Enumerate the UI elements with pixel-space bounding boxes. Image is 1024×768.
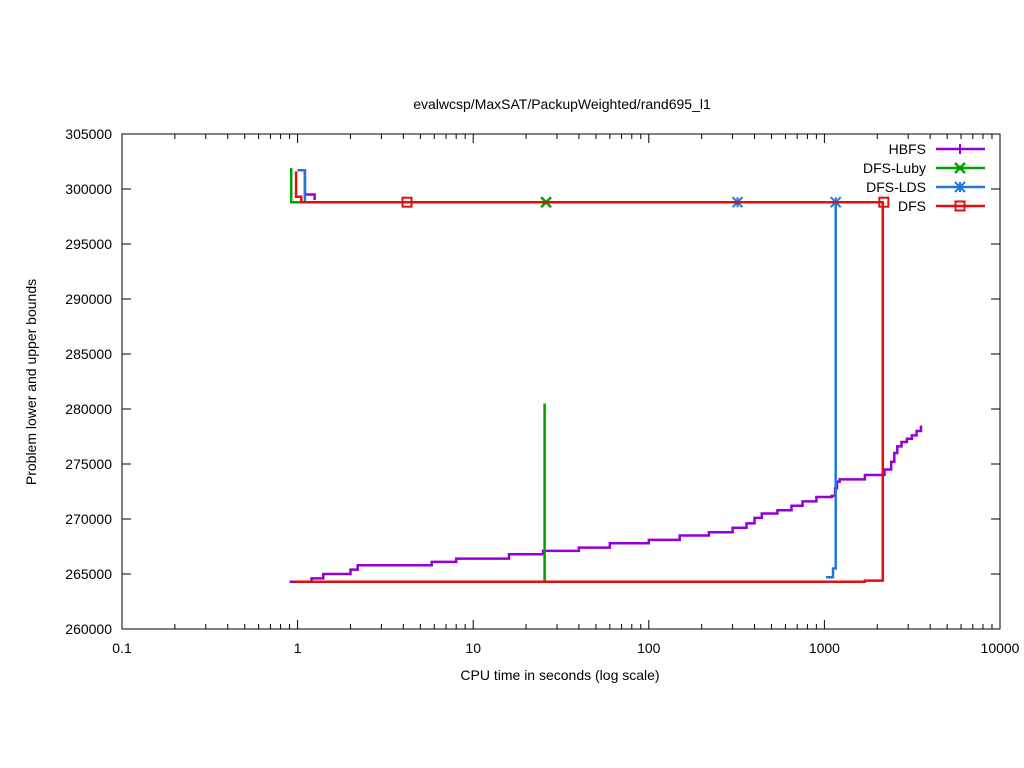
marker-stroke (401, 196, 413, 208)
series-hbfs (289, 169, 923, 583)
upper-bound-line (297, 169, 836, 204)
lower-bound-line (293, 202, 885, 583)
x-tick-label: 10 (465, 640, 481, 656)
y-tick-label: 305000 (65, 126, 112, 142)
series-dfs-lds (297, 169, 842, 579)
legend-marker (954, 200, 966, 212)
axes: 0.1 1 10 100 1000 10000 260000 265000 270000 2750… (65, 126, 1019, 656)
legend-item: DFS (898, 198, 985, 214)
y-tick-label: 265000 (65, 566, 112, 582)
y-tick-label: 285000 (65, 346, 112, 362)
y-tick-label: 275000 (65, 456, 112, 472)
series-dfs-luby (289, 168, 552, 582)
y-tick-label: 280000 (65, 401, 112, 417)
x-tick-label: 1 (294, 640, 302, 656)
legend-item: DFS-Luby (863, 160, 985, 176)
x-axis-label: CPU time in seconds (log scale) (460, 667, 659, 683)
y-tick-label: 295000 (65, 236, 112, 252)
legend-marker (955, 144, 965, 154)
series-layer (289, 168, 923, 583)
legend-item: DFS-LDS (866, 179, 985, 195)
legend-marker (954, 181, 966, 193)
marker-stroke (955, 144, 965, 154)
legend: HBFS DFS-Luby DFS-LDS DFS (863, 141, 985, 214)
x-tick-label: 10000 (981, 640, 1020, 656)
legend-label: HBFS (889, 141, 926, 157)
x-tick-label: 1000 (809, 640, 840, 656)
lower-bound-line (289, 425, 923, 583)
y-tick-label: 300000 (65, 181, 112, 197)
legend-label: DFS-Luby (863, 160, 926, 176)
upper-bound-line (294, 171, 884, 204)
marker-stroke (954, 200, 966, 212)
data-point-marker (878, 196, 890, 208)
legend-label: DFS-LDS (866, 179, 926, 195)
x-tick-label: 0.1 (112, 640, 132, 656)
legend-item: HBFS (889, 141, 985, 157)
chart-title: evalwcsp/MaxSAT/PackupWeighted/rand695_l… (413, 96, 711, 112)
plot-frame (121, 133, 1001, 630)
x-tick-label: 100 (637, 640, 661, 656)
data-point-marker (401, 196, 413, 208)
y-axis-label: Problem lower and upper bounds (23, 279, 39, 485)
y-tick-label: 260000 (65, 621, 112, 637)
legend-label: DFS (898, 198, 926, 214)
y-tick-label: 290000 (65, 291, 112, 307)
marker-stroke (954, 181, 966, 193)
upper-bound-line (289, 168, 547, 204)
marker-stroke (954, 162, 966, 174)
legend-marker (954, 162, 966, 174)
marker-stroke (878, 196, 890, 208)
series-dfs (293, 171, 890, 583)
y-tick-label: 270000 (65, 511, 112, 527)
lower-bound-line (825, 202, 837, 579)
